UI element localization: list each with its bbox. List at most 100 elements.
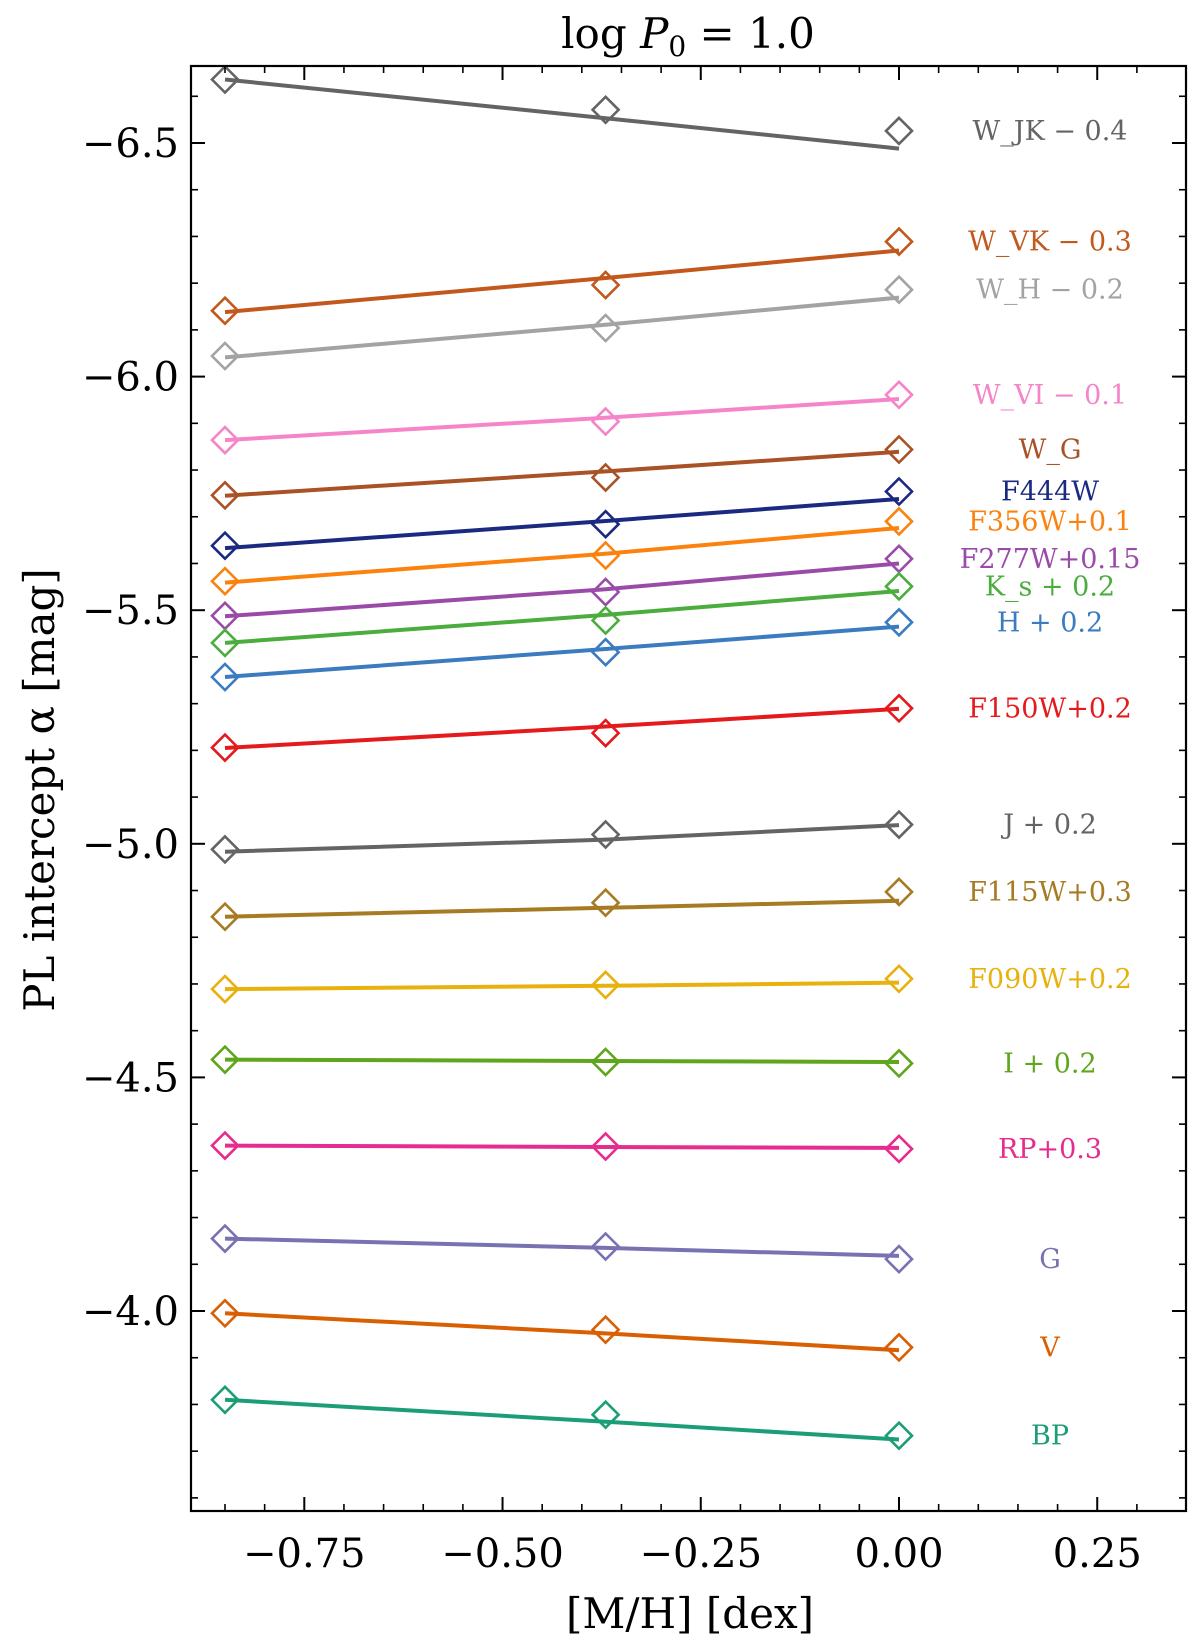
data-point [590, 577, 621, 607]
series-line [224, 561, 900, 619]
series-line [224, 823, 900, 854]
series-line [224, 706, 900, 750]
series-label: W_G [1019, 434, 1082, 465]
series-line [224, 1397, 900, 1442]
plot-frame [189, 64, 1188, 1513]
data-point [884, 1244, 914, 1274]
series-label: H + 0.2 [997, 607, 1103, 638]
series-label: V [1039, 1332, 1060, 1363]
data-point [884, 1420, 914, 1451]
data-point [590, 1314, 621, 1345]
data-point [590, 819, 621, 850]
data-point [210, 341, 240, 371]
series-label: BP [1031, 1421, 1069, 1452]
series-label: F356W+0.1 [968, 506, 1132, 537]
series-2 [210, 274, 914, 371]
series-line [224, 526, 900, 585]
series-label: I + 0.2 [1003, 1048, 1096, 1079]
data-point [884, 476, 914, 507]
series-layer: W_JK − 0.4 W_VK − 0.3 W_H − 0.2 W_VI − 0.1 W… [210, 66, 1141, 1452]
series-line [224, 1057, 900, 1064]
data-point [210, 1044, 240, 1075]
x-tick-label: 0.25 [1053, 1531, 1142, 1577]
data-point [210, 1223, 240, 1254]
x-tick-label: 0.00 [854, 1531, 943, 1577]
series-line [224, 497, 900, 551]
series-line [224, 1143, 900, 1150]
series-17 [210, 1298, 914, 1363]
data-point [884, 693, 914, 724]
series-label: W_H − 0.2 [976, 275, 1124, 306]
data-point [884, 1332, 914, 1363]
series-line [224, 1236, 900, 1258]
y-tick-label: −4.0 [82, 1289, 179, 1335]
data-point [210, 1130, 240, 1161]
axes-layer: −0.75 −0.50 −0.25 0.00 0.25 −6.5 −6.0 −5.5 −5.0 −… [82, 64, 1188, 1577]
data-point [210, 530, 240, 561]
data-point [590, 313, 621, 343]
chart-title: log P0 = 1.0 [561, 9, 815, 63]
data-point [884, 543, 914, 574]
series-0 [210, 66, 914, 151]
series-label: W_VK − 0.3 [968, 227, 1132, 258]
series-label: F090W+0.2 [968, 964, 1132, 995]
data-point [884, 809, 914, 840]
data-point [210, 1298, 240, 1329]
y-tick-label: −5.5 [82, 588, 179, 634]
data-point [210, 566, 240, 597]
data-point [590, 970, 621, 1000]
data-point [590, 718, 621, 748]
series-line [224, 77, 900, 151]
series-5 [210, 476, 914, 561]
series-1 [210, 226, 914, 326]
series-6 [210, 506, 914, 597]
data-point [590, 509, 621, 540]
data-point [210, 901, 240, 932]
x-axis-label: [M/H] [dex] [566, 1589, 814, 1638]
series-label: J + 0.2 [1000, 810, 1097, 841]
data-point [210, 295, 240, 326]
series-label: F150W+0.2 [968, 693, 1132, 724]
series-label: W_JK − 0.4 [973, 116, 1128, 147]
data-point [590, 462, 621, 493]
series-3 [210, 379, 914, 455]
data-point [884, 116, 914, 146]
series-label: F277W+0.15 [960, 544, 1141, 575]
x-tick-label: −0.25 [639, 1531, 762, 1577]
series-line [224, 449, 900, 498]
data-point [210, 1384, 240, 1415]
data-point [884, 607, 914, 638]
data-point [590, 406, 621, 437]
data-point [210, 66, 240, 95]
series-label: K_s + 0.2 [985, 571, 1115, 602]
data-point [210, 834, 240, 865]
data-point [210, 425, 240, 455]
data-point [884, 379, 914, 410]
data-point [884, 274, 914, 305]
series-9 [210, 607, 914, 692]
series-16 [210, 1223, 914, 1274]
y-tick-label: −4.5 [82, 1055, 179, 1101]
data-point [210, 732, 240, 763]
data-point [884, 506, 914, 537]
series-line [224, 397, 900, 443]
data-point [210, 480, 240, 511]
data-point [884, 877, 914, 907]
series-4 [210, 434, 914, 511]
x-tick-label: −0.75 [243, 1531, 366, 1577]
data-point [210, 662, 240, 692]
data-point [884, 1048, 914, 1079]
data-point [590, 1131, 621, 1162]
series-label: F444W [1001, 477, 1099, 508]
data-point [590, 1399, 621, 1430]
series-line [224, 980, 900, 992]
series-label: W_VI − 0.1 [973, 380, 1127, 411]
series-8 [210, 571, 914, 658]
series-line [224, 589, 900, 645]
y-tick-label: −6.5 [82, 121, 179, 167]
series-15 [210, 1130, 914, 1164]
data-point [590, 94, 621, 125]
data-point [590, 605, 621, 636]
data-point [884, 434, 914, 465]
